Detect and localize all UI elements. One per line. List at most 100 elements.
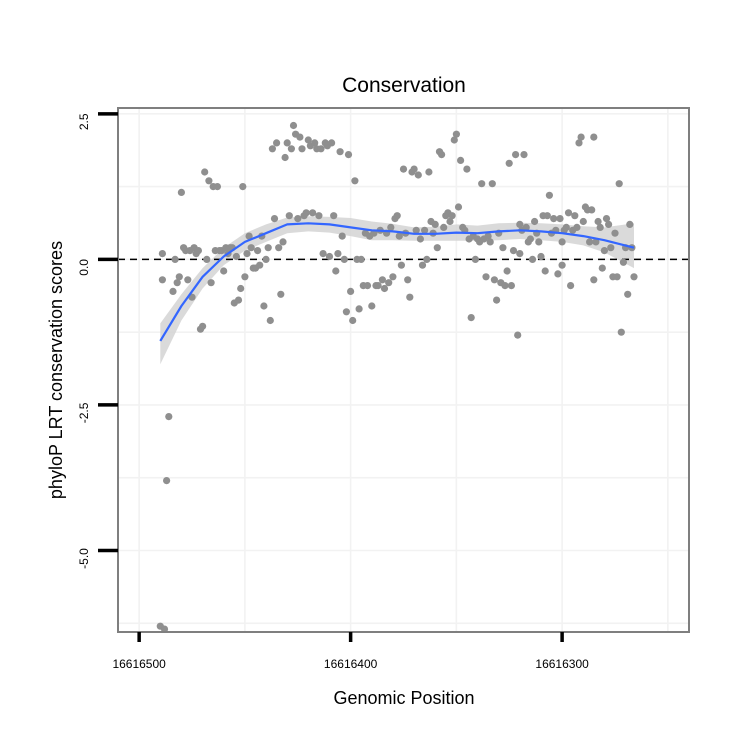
data-point: [503, 267, 511, 275]
data-point: [351, 177, 359, 185]
data-point: [605, 220, 613, 228]
data-point: [234, 296, 243, 304]
data-point: [598, 264, 606, 272]
data-point: [490, 276, 498, 284]
data-point: [607, 244, 615, 252]
data-point: [450, 136, 458, 144]
data-point: [207, 279, 215, 287]
y-tick-label: 2.5: [77, 113, 91, 130]
plot-frame: [117, 107, 690, 633]
data-point: [357, 255, 365, 263]
data-point: [220, 267, 228, 275]
data-point: [355, 305, 363, 313]
data-point: [296, 133, 304, 141]
data-point: [262, 255, 270, 263]
data-point: [467, 314, 475, 322]
data-point: [177, 188, 185, 196]
data-point: [543, 212, 551, 220]
confidence-band: [160, 216, 635, 365]
data-point: [317, 145, 325, 153]
data-point: [558, 261, 566, 269]
data-point: [550, 215, 558, 223]
data-point: [194, 247, 202, 255]
data-point: [201, 168, 209, 176]
data-point: [338, 232, 346, 240]
data-point: [457, 156, 465, 164]
y-axis: 2.5 0.0 -2.5 -5.0: [77, 112, 118, 569]
data-point: [404, 276, 412, 284]
data-point: [590, 133, 598, 141]
data-point: [613, 273, 621, 281]
data-point: [414, 171, 422, 179]
data-point: [281, 153, 289, 162]
data-point: [586, 238, 594, 246]
data-point: [471, 255, 479, 263]
data-point: [298, 145, 306, 153]
data-point: [264, 244, 272, 252]
data-point: [268, 145, 276, 153]
data-point: [175, 273, 183, 281]
data-point: [537, 252, 545, 261]
data-point: [289, 121, 298, 130]
data-point: [516, 250, 524, 258]
data-point: [406, 293, 414, 301]
data-point: [199, 322, 207, 330]
data-point: [245, 232, 253, 240]
data-point: [446, 217, 454, 226]
data-point: [514, 331, 522, 339]
data-point: [564, 209, 573, 217]
data-point: [279, 238, 287, 246]
data-point: [287, 145, 295, 153]
data-point: [433, 244, 441, 252]
data-point: [520, 151, 528, 159]
data-point: [368, 302, 376, 310]
data-point: [237, 284, 245, 293]
data-point: [509, 247, 518, 255]
data-point: [163, 477, 171, 485]
data-point: [309, 209, 317, 217]
data-point: [421, 226, 429, 234]
y-axis-title: phyloP LRT conservation scores: [46, 241, 66, 499]
data-point: [241, 273, 249, 281]
x-tick-label: 16616300: [535, 657, 589, 671]
data-point: [571, 212, 579, 220]
data-point: [311, 139, 319, 147]
data-point: [243, 250, 251, 258]
data-point: [575, 139, 583, 147]
data-point: [328, 139, 336, 147]
data-point: [158, 276, 166, 284]
data-point: [488, 180, 496, 188]
data-point: [507, 282, 515, 290]
data-point: [203, 255, 211, 263]
data-point: [340, 255, 348, 263]
data-point: [493, 296, 501, 304]
data-point: [302, 209, 310, 217]
data-point: [596, 223, 604, 231]
data-point: [336, 148, 344, 156]
data-point: [385, 279, 393, 287]
data-point: [277, 290, 285, 298]
data-point: [567, 282, 575, 290]
y-tick-label: -5.0: [77, 548, 91, 569]
x-axis: 16616500 16616400 16616300: [112, 632, 589, 671]
data-point: [270, 215, 279, 223]
data-point: [554, 270, 562, 278]
x-axis-title: Genomic Position: [333, 688, 474, 708]
y-tick-label: 0.0: [77, 259, 91, 276]
data-point: [171, 255, 179, 263]
data-point: [425, 168, 433, 176]
data-point: [254, 247, 262, 255]
data-point: [239, 183, 247, 191]
data-point: [330, 212, 338, 220]
data-point: [363, 282, 372, 290]
data-point: [541, 267, 549, 275]
confidence-band-layer: [160, 216, 635, 365]
data-point: [588, 206, 596, 214]
data-point: [602, 215, 611, 223]
data-point: [399, 165, 408, 173]
data-point: [247, 244, 255, 252]
data-point: [205, 177, 213, 185]
x-tick-label: 16616400: [324, 657, 378, 671]
data-point: [499, 244, 507, 252]
data-point: [395, 232, 403, 240]
